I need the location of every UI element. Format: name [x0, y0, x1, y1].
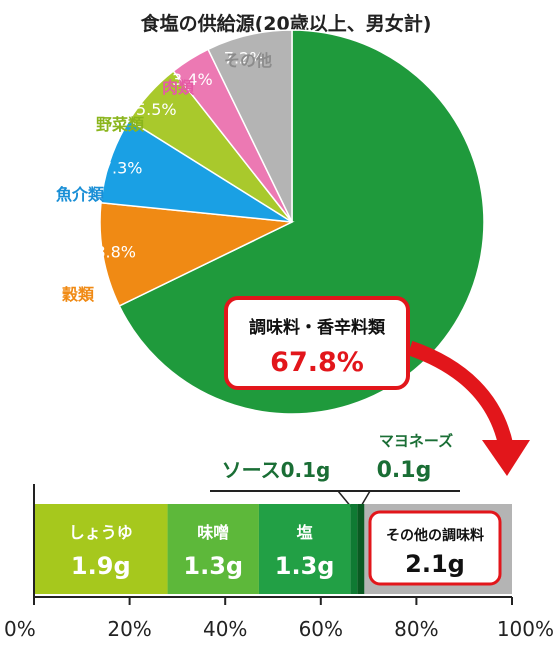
pie-slice-label: 魚介類	[56, 185, 105, 204]
other-seasoning-value: 2.1g	[405, 550, 465, 578]
bar-segment-value: 1.3g	[183, 552, 243, 580]
pie-slice	[99, 201, 295, 307]
highlight-label: 調味料・香辛料類	[249, 317, 386, 338]
x-tick-label: 80%	[394, 617, 438, 641]
bar-segment-label: 塩	[297, 523, 313, 542]
chart-title: 食塩の供給源(20歳以上、男女計)	[141, 12, 432, 35]
bar-segment-label: 味噌	[197, 523, 229, 542]
bar-segment	[167, 504, 259, 594]
pie-slice-label: 野菜類	[96, 115, 145, 134]
mayo-value: 0.1g	[377, 458, 432, 483]
bar-segment-value: 1.3g	[275, 552, 335, 580]
pie-chart	[99, 29, 485, 415]
other-seasoning-box	[368, 510, 502, 586]
x-tick-label: 60%	[299, 617, 343, 641]
x-tick-label: 20%	[107, 617, 151, 641]
x-tick-label: 40%	[203, 617, 247, 641]
bar-segment	[258, 504, 351, 594]
pie-slice-value: 7.2%	[224, 48, 265, 67]
pie-slice-value: 7.3%	[102, 158, 143, 177]
x-tick-label: 0%	[4, 617, 36, 641]
other-seasoning-label: その他の調味料	[386, 527, 484, 544]
callout-arrow	[407, 340, 514, 448]
mayo-label: マヨネーズ	[379, 432, 453, 450]
pie-slice-label: その他	[224, 51, 272, 70]
pie-slice-label: 肉類	[162, 78, 195, 97]
highlight-box	[224, 296, 410, 390]
pie-slice-value: 5.5%	[136, 100, 177, 119]
callout-arrowhead	[482, 440, 530, 476]
bar-segment	[350, 504, 358, 594]
bar-segment	[357, 504, 365, 594]
pie-slice	[207, 29, 293, 223]
x-axis: 0% 20% 40% 60% 80% 100%	[4, 484, 554, 641]
pie-labels: 8.8% 穀類 7.3% 魚介類 5.5%野菜類 3.4%肉類 7.2%その他	[56, 48, 272, 304]
x-tick-label: 100%	[497, 617, 554, 641]
pie-slice-value: 3.4%	[172, 70, 213, 89]
bar-segment-label: しょうゆ	[69, 523, 133, 542]
bar-segment-value: 1.9g	[71, 552, 131, 580]
highlight-value: 67.8%	[270, 347, 364, 378]
bar-segment	[34, 504, 168, 594]
pie-slice-label: 穀類	[61, 285, 95, 304]
sauce-callout: ソース0.1g	[222, 458, 331, 482]
pie-slice-value: 8.8%	[95, 243, 136, 262]
